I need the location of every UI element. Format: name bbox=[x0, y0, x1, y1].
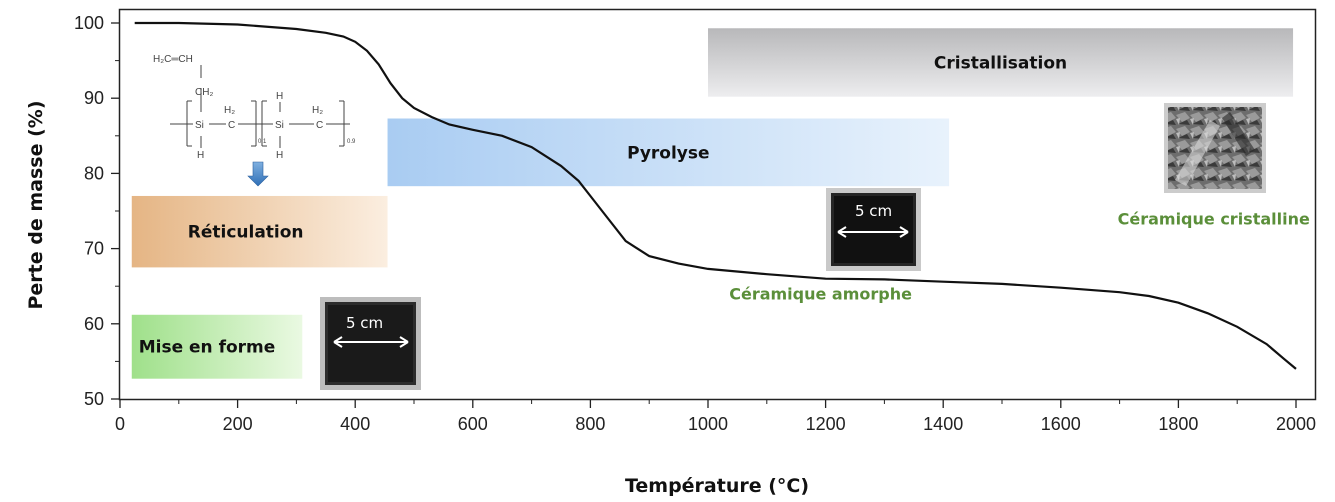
chem-vinyl: H₂C═CH bbox=[153, 54, 193, 65]
y-tick-label: 90 bbox=[84, 88, 104, 108]
x-tick-label: 1000 bbox=[688, 414, 728, 434]
annotation-ceramique-amorphe: Céramique amorphe bbox=[729, 285, 912, 304]
chem-ch2: CH₂ bbox=[195, 87, 213, 98]
y-tick-label: 50 bbox=[84, 389, 104, 409]
x-tick-label: 200 bbox=[223, 414, 253, 434]
annotation-ceramique-cristalline: Céramique cristalline bbox=[1118, 210, 1310, 229]
chem-c-2: C bbox=[316, 120, 323, 131]
x-tick-label: 600 bbox=[458, 414, 488, 434]
chem-c-1: C bbox=[228, 120, 235, 131]
x-axis-title: Température (°C) bbox=[625, 475, 809, 497]
chem-sub-1: 0.1 bbox=[258, 139, 267, 145]
band-pyrolyse bbox=[387, 118, 950, 187]
plot-frame bbox=[118, 8, 1317, 401]
y-axis-title: Perte de masse (%) bbox=[25, 100, 47, 309]
chem-h2-1: H₂ bbox=[224, 105, 235, 116]
band-reticulation bbox=[131, 195, 388, 268]
x-tick-label: 1800 bbox=[1158, 414, 1198, 434]
x-axis: 0 200 400 600 800 1000 1200 1400 1600 1800 2000 bbox=[115, 399, 1316, 434]
x-tick-label: 800 bbox=[575, 414, 605, 434]
scale-bar-label-2: 5 cm bbox=[855, 202, 892, 220]
x-tick-label: 1200 bbox=[806, 414, 846, 434]
chem-si-2: Si bbox=[275, 120, 284, 131]
x-tick-label: 0 bbox=[115, 414, 125, 434]
down-arrow-icon bbox=[247, 161, 269, 187]
sem-micrograph bbox=[1164, 103, 1266, 193]
y-axis: 50 60 70 80 90 100 bbox=[74, 13, 120, 409]
photo-amorphous: 5 cm bbox=[826, 188, 921, 271]
band-mise-en-forme bbox=[131, 314, 303, 379]
x-tick-label: 1400 bbox=[923, 414, 963, 434]
y-tick-label: 70 bbox=[84, 239, 104, 259]
band-label-reticulation: Réticulation bbox=[188, 223, 304, 243]
chem-h-top: H bbox=[276, 91, 283, 102]
photo-preform: 5 cm bbox=[320, 297, 421, 390]
mass-loss-curve bbox=[134, 21, 1297, 370]
chem-si-1: Si bbox=[195, 120, 204, 131]
y-tick-label: 60 bbox=[84, 314, 104, 334]
band-label-mise-en-forme: Mise en forme bbox=[139, 338, 276, 358]
x-tick-label: 2000 bbox=[1276, 414, 1316, 434]
band-cristallisation bbox=[708, 28, 1294, 97]
scale-bar-label-1: 5 cm bbox=[346, 314, 383, 332]
x-tick-label: 1600 bbox=[1041, 414, 1081, 434]
band-label-pyrolyse: Pyrolyse bbox=[627, 143, 709, 163]
x-tick-label: 400 bbox=[340, 414, 370, 434]
y-tick-label: 100 bbox=[74, 13, 104, 33]
band-label-cristallisation: Cristallisation bbox=[934, 53, 1067, 73]
chem-h-2: H bbox=[276, 150, 283, 161]
chem-sub-2: 0.9 bbox=[347, 139, 356, 145]
chem-h2-2: H₂ bbox=[312, 105, 323, 116]
phase-bands bbox=[131, 28, 1294, 379]
chemical-structure-labels: H₂C═CH CH₂ Si C H₂ H 0.1 H Si H C H₂ 0.9 bbox=[153, 54, 356, 161]
y-tick-label: 80 bbox=[84, 163, 104, 183]
chem-h-1: H bbox=[197, 150, 204, 161]
